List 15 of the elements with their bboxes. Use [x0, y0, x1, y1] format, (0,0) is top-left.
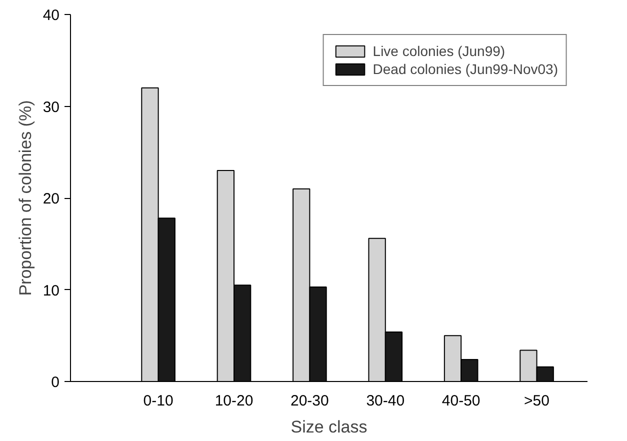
y-axis-title: Proportion of colonies (%) [16, 100, 35, 296]
x-tick-label: 40-50 [442, 392, 480, 410]
y-tick-label: 20 [42, 190, 60, 208]
legend-label: Dead colonies (Jun99-Nov03) [372, 61, 558, 77]
x-axis-title: Size class [290, 418, 368, 436]
x-tick-label: >50 [524, 392, 550, 410]
x-tick-label: 0-10 [143, 392, 174, 410]
y-tick-label: 10 [42, 282, 60, 300]
y-tick-label: 0 [51, 374, 60, 391]
y-tick-label: 40 [42, 7, 60, 24]
y-tick-label: 30 [42, 98, 60, 116]
x-tick-label: 30-40 [366, 392, 405, 410]
x-tick-label: 10-20 [214, 392, 254, 410]
x-tick-label: 20-30 [290, 392, 329, 410]
legend-label: Live colonies (Jun99) [372, 43, 506, 59]
